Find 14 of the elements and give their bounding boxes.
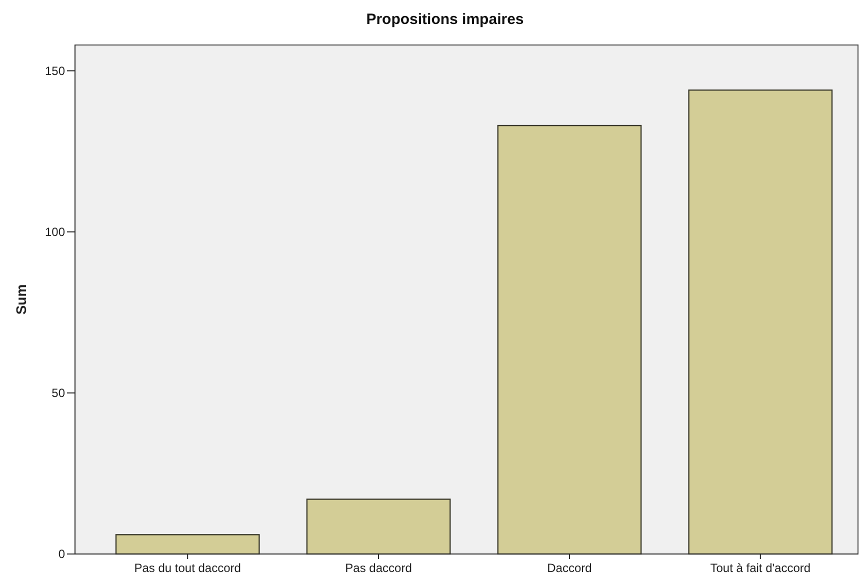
- x-tick-label: Daccord: [547, 561, 592, 575]
- x-tick-label: Tout à fait d'accord: [710, 561, 811, 575]
- chart-title: Propositions impaires: [366, 11, 524, 28]
- y-tick-label: 100: [44, 225, 66, 240]
- x-tick-label: Pas daccord: [345, 561, 412, 575]
- x-tick-label: Pas du tout daccord: [134, 561, 241, 575]
- y-tick-label: 50: [52, 386, 66, 400]
- y-tick-label: 0: [58, 547, 66, 562]
- y-tick-label: 150: [44, 64, 66, 78]
- bar: [688, 90, 833, 555]
- bar: [497, 124, 642, 555]
- bar: [306, 498, 451, 555]
- y-axis-title: Sum: [13, 284, 29, 315]
- bar: [115, 534, 260, 555]
